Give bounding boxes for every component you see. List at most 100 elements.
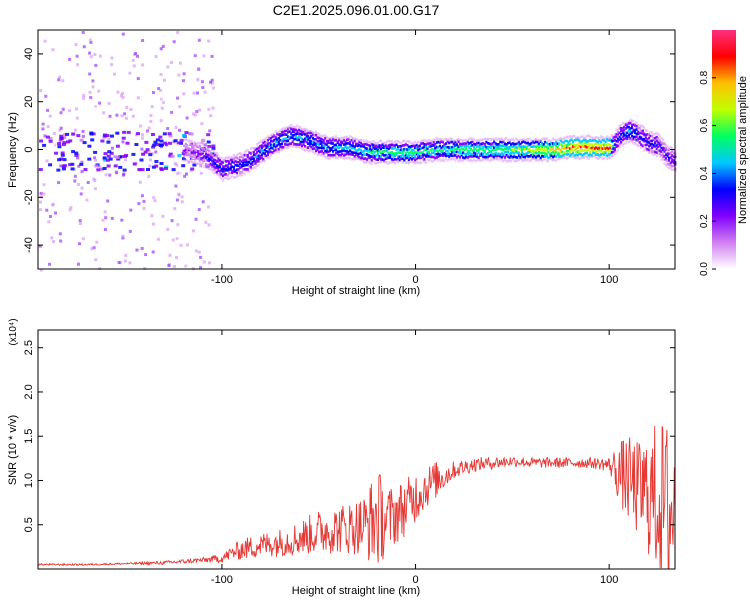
heatmap-cell (361, 139, 364, 142)
heatmap-cell (657, 140, 660, 144)
heatmap-cell (358, 139, 361, 142)
heatmap-cell (187, 142, 191, 145)
heatmap-cell (620, 141, 623, 144)
heatmap-cell (451, 137, 454, 141)
heatmap-cell (415, 143, 418, 147)
heatmap-cell (299, 146, 302, 149)
heatmap-cell (273, 138, 276, 142)
heatmap-cell (623, 134, 626, 137)
heatmap-cell (347, 152, 350, 156)
heatmap-cell (474, 152, 477, 155)
heatmap-cell (218, 156, 221, 160)
heatmap-cell (596, 149, 599, 153)
heatmap-cell (565, 153, 568, 156)
heatmap-cell (231, 155, 234, 159)
heatmap-cell (325, 140, 328, 143)
heatmap-cell (287, 127, 290, 131)
heatmap-cell (533, 149, 536, 153)
heatmap-cell (139, 82, 143, 86)
heatmap-cell (259, 140, 262, 144)
heatmap-cell (437, 159, 440, 162)
heatmap-cell (186, 147, 189, 150)
heatmap-cell (598, 143, 601, 146)
heatmap-cell (593, 147, 596, 150)
heatmap-cell (381, 146, 384, 149)
heatmap-cell (640, 136, 643, 139)
heatmap-cell (550, 139, 553, 143)
heatmap-cell (265, 150, 268, 153)
heatmap-cell (621, 135, 624, 138)
heatmap-cell (367, 154, 370, 157)
heatmap-cell (485, 137, 488, 141)
heatmap-cell (82, 94, 86, 97)
heatmap-cell (166, 65, 170, 69)
heatmap-cell (297, 143, 300, 146)
heatmap-cell (466, 158, 469, 161)
heatmap-cell (211, 156, 214, 159)
heatmap-cell (361, 144, 364, 148)
heatmap-cell (170, 219, 174, 223)
heatmap-cell (367, 144, 370, 147)
heatmap-cell (252, 162, 256, 166)
heatmap-cell (562, 141, 565, 144)
heatmap-cell (547, 150, 550, 154)
heatmap-cell (590, 139, 593, 143)
heatmap-cell (550, 141, 553, 145)
heatmap-cell (578, 139, 581, 142)
heatmap-cell (547, 159, 550, 163)
heatmap-cell (476, 149, 479, 152)
heatmap-cell (446, 152, 449, 156)
heatmap-cell (290, 123, 293, 127)
heatmap-cell (548, 149, 551, 152)
heatmap-cell (403, 158, 406, 162)
heatmap-cell (426, 152, 429, 155)
heatmap-cell (493, 146, 496, 149)
heatmap-cell (180, 227, 184, 231)
heatmap-cell (525, 159, 528, 162)
heatmap-cell (414, 155, 417, 159)
heatmap-cell (333, 136, 336, 140)
heatmap-cell (197, 208, 201, 212)
heatmap-cell (203, 165, 206, 168)
heatmap-cell (110, 146, 114, 150)
heatmap-cell (107, 150, 112, 154)
heatmap-cell (401, 151, 404, 154)
heatmap-cell (647, 136, 651, 140)
heatmap-cell (81, 129, 85, 133)
heatmap-cell (610, 145, 613, 149)
heatmap-cell (585, 149, 589, 153)
heatmap-cell (146, 168, 150, 171)
heatmap-cell (536, 140, 539, 144)
heatmap-cell (624, 123, 627, 126)
heatmap-cell (215, 170, 218, 174)
heatmap-cell (110, 56, 114, 60)
heatmap-cell (468, 146, 471, 149)
heatmap-cell (503, 158, 506, 161)
heatmap-cell (192, 147, 195, 150)
heatmap-cell (271, 140, 274, 143)
heatmap-cell (641, 129, 644, 133)
heatmap-cell (183, 149, 186, 153)
heatmap-cell (191, 112, 195, 116)
heatmap-cell (429, 145, 432, 148)
heatmap-cell (274, 145, 277, 149)
heatmap-cell (499, 138, 502, 141)
heatmap-cell (347, 150, 350, 154)
heatmap-cell (102, 156, 107, 160)
heatmap-cell (153, 127, 157, 131)
heatmap-cell (367, 148, 370, 152)
heatmap-cell (378, 155, 381, 158)
heatmap-cell (73, 174, 77, 178)
heatmap-cell (235, 153, 239, 157)
heatmap-cell (60, 153, 65, 157)
heatmap-cell (536, 152, 539, 155)
heatmap-cell (137, 168, 142, 172)
heatmap-cell (640, 131, 643, 135)
heatmap-cell (412, 151, 415, 155)
heatmap-cell (133, 227, 137, 231)
heatmap-cell (220, 160, 223, 164)
heatmap-cell (270, 136, 273, 140)
heatmap-cell (511, 148, 514, 152)
heatmap-cell (299, 126, 302, 129)
heatmap-cell (626, 137, 629, 140)
